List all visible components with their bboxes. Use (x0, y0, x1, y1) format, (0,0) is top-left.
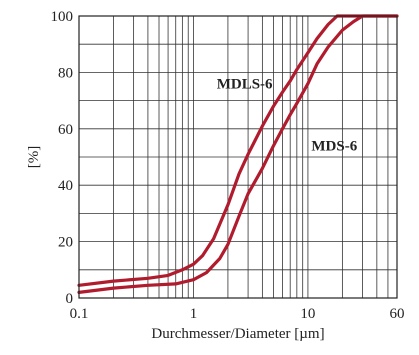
y-tick-label: 20 (58, 235, 73, 251)
plot-frame (78, 15, 398, 299)
series-labels: MDLS-6 MDS-6 (217, 77, 358, 155)
y-tick-label: 40 (58, 178, 73, 194)
x-tick-label: 60 (390, 306, 405, 322)
series-label: MDLS-6 (217, 77, 273, 93)
x-tick-label: 0.1 (70, 306, 89, 322)
series-group (77, 14, 399, 294)
y-tick-label: 100 (51, 9, 74, 25)
series-label: MDS-6 (311, 139, 357, 155)
series-line-2 (77, 14, 399, 294)
series-line-1 (77, 14, 399, 287)
x-axis-label: Durchmesser/Diameter [µm] (151, 326, 324, 342)
y-tick-label: 80 (58, 65, 73, 81)
tick-labels: 0.1 1 10 60 0 20 40 60 80 100 (51, 9, 405, 322)
grid (79, 16, 397, 298)
y-axis-label: [%] (26, 146, 42, 169)
x-tick-label: 1 (190, 306, 198, 322)
y-tick-label: 60 (58, 122, 73, 138)
x-tick-label: 10 (300, 306, 315, 322)
y-tick-label: 0 (66, 291, 74, 307)
